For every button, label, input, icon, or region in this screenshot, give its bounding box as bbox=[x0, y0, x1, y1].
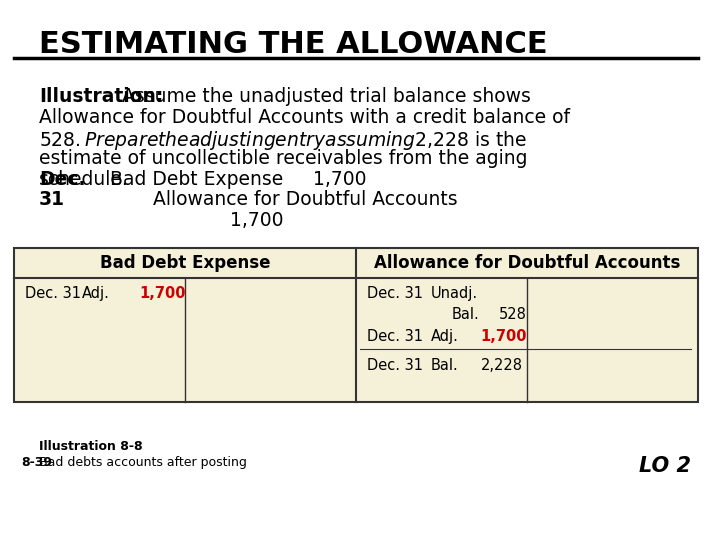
Text: 1,700: 1,700 bbox=[230, 211, 284, 229]
Text: 528: 528 bbox=[498, 307, 526, 322]
Text: Allowance for Doubtful Accounts with a credit balance of: Allowance for Doubtful Accounts with a c… bbox=[39, 108, 570, 127]
Text: Adj.: Adj. bbox=[82, 286, 109, 301]
Text: Dec. 31: Dec. 31 bbox=[25, 286, 81, 301]
Text: Bal.: Bal. bbox=[431, 357, 459, 373]
Text: estimate of uncollectible receivables from the aging: estimate of uncollectible receivables fr… bbox=[39, 149, 528, 168]
Text: 1,700: 1,700 bbox=[139, 286, 185, 301]
Text: Illustration 8-8: Illustration 8-8 bbox=[39, 440, 143, 453]
Text: Dec. 31: Dec. 31 bbox=[366, 286, 423, 301]
Text: 8-39: 8-39 bbox=[22, 456, 53, 469]
Text: Bad Debt Expense: Bad Debt Expense bbox=[110, 170, 284, 188]
Text: Illustration:: Illustration: bbox=[39, 87, 163, 106]
Text: 1,700: 1,700 bbox=[313, 170, 366, 188]
Text: 1,700: 1,700 bbox=[480, 329, 527, 344]
Text: 31: 31 bbox=[39, 190, 65, 209]
Text: Dec.: Dec. bbox=[39, 170, 86, 188]
Text: Allowance for Doubtful Accounts: Allowance for Doubtful Accounts bbox=[374, 254, 680, 272]
Text: Dec. 31: Dec. 31 bbox=[366, 357, 423, 373]
Text: $528.  Prepare the adjusting entry assuming $2,228 is the: $528. Prepare the adjusting entry assumi… bbox=[39, 129, 527, 152]
Text: Bad Debt Expense: Bad Debt Expense bbox=[100, 254, 270, 272]
Text: Assume the unadjusted trial balance shows: Assume the unadjusted trial balance show… bbox=[122, 87, 531, 106]
Text: Unadj.: Unadj. bbox=[431, 286, 478, 301]
Text: Allowance for Doubtful Accounts: Allowance for Doubtful Accounts bbox=[153, 190, 458, 209]
Text: Bal.: Bal. bbox=[452, 307, 480, 322]
FancyBboxPatch shape bbox=[14, 248, 698, 402]
Text: schedule.: schedule. bbox=[39, 170, 129, 188]
Text: Dec. 31: Dec. 31 bbox=[366, 329, 423, 344]
Text: Bad debts accounts after posting: Bad debts accounts after posting bbox=[39, 456, 247, 469]
Text: LO 2: LO 2 bbox=[639, 456, 690, 476]
Text: 2,228: 2,228 bbox=[480, 357, 523, 373]
Text: ESTIMATING THE ALLOWANCE: ESTIMATING THE ALLOWANCE bbox=[39, 30, 548, 59]
Text: Adj.: Adj. bbox=[431, 329, 459, 344]
